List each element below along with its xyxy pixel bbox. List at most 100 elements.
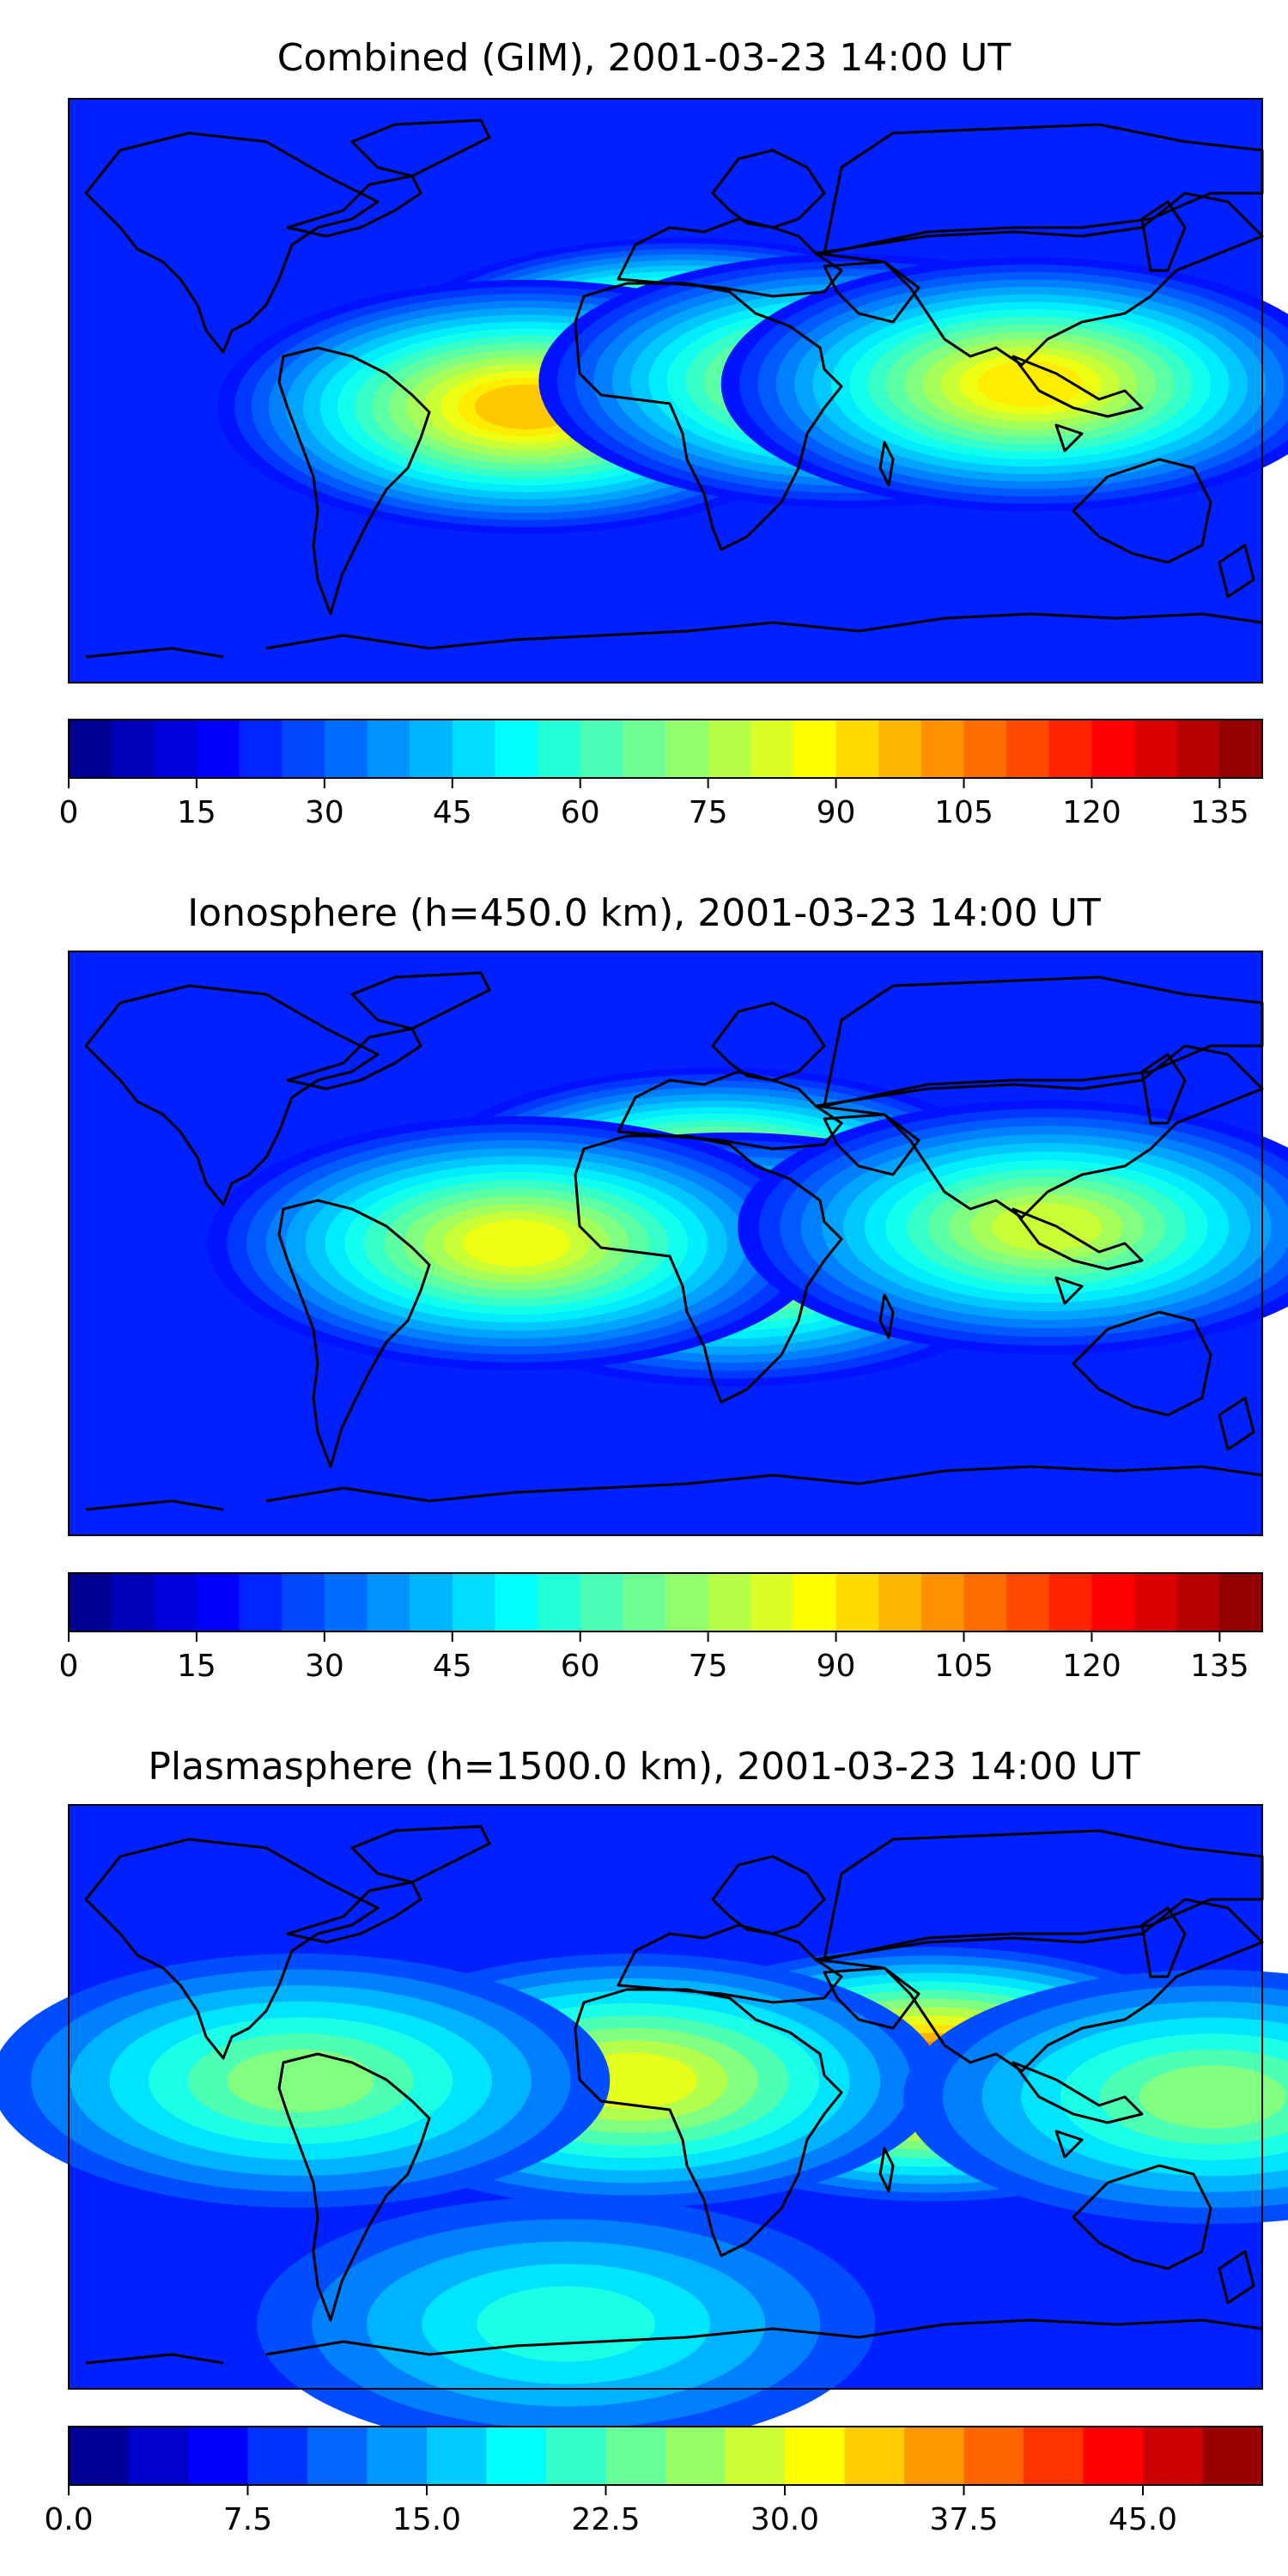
coastlines [84, 971, 1264, 1511]
colorbar-tick-label: 105 [934, 795, 993, 830]
map-frame [68, 951, 1263, 1536]
colorbar-cell [538, 1573, 581, 1631]
colorbar-cell [538, 720, 581, 778]
colorbar-cell [1091, 720, 1135, 778]
colorbar-cell [1134, 720, 1178, 778]
field-contour-3-14 [977, 361, 1084, 408]
colorbar-tick-label: 60 [561, 795, 600, 830]
map-area [68, 951, 1288, 1536]
map-area [0, 1804, 1288, 2451]
colorbar-cell [282, 1573, 325, 1631]
panel-title: Plasmasphere (h=1500.0 km), 2001-03-23 1… [148, 1745, 1139, 1789]
map-frame [68, 98, 1263, 683]
colorbar-cell [878, 720, 922, 778]
colorbar: 0 15 30 45 60 75 90 105 120 135 [59, 719, 1263, 830]
colorbar-cell [128, 2427, 189, 2485]
colorbar-tick-label: 120 [1062, 1649, 1121, 1684]
colorbar-cell [1143, 2427, 1204, 2485]
map-frame [68, 1804, 1263, 2390]
colorbar-cell [1083, 2427, 1144, 2485]
colorbar-cell [750, 720, 794, 778]
colorbar-cell [963, 1573, 1007, 1631]
colorbar-cells [69, 2427, 1263, 2485]
colorbar-cell [239, 720, 283, 778]
colorbar-cell [546, 2427, 607, 2485]
colorbar-cell [1048, 720, 1093, 778]
colorbar-cell [282, 720, 325, 778]
panel-plasmasphere: Plasmasphere (h=1500.0 km), 2001-03-23 1… [0, 1745, 1288, 2537]
colorbar-cell [920, 1573, 965, 1631]
colorbar-cell [1219, 720, 1263, 778]
colorbar-cell [427, 2427, 488, 2485]
colorbar-tick-label: 15.0 [392, 2502, 461, 2537]
colorbar-cell [963, 2427, 1024, 2485]
colorbar-tick-label: 105 [934, 1649, 993, 1684]
colorbar-cell [708, 720, 751, 778]
colorbar-tick-label: 0.0 [44, 2502, 93, 2537]
colorbar: 0 15 30 45 60 75 90 105 120 135 [59, 1572, 1263, 1684]
colorbar-tick-label: 90 [817, 795, 856, 830]
colorbar-frame [68, 1572, 1263, 1632]
colorbar-cell [1006, 720, 1050, 778]
colorbar-cell [878, 1573, 922, 1631]
colorbar-tick-label: 90 [817, 1649, 856, 1684]
colorbar-cells [69, 720, 1263, 778]
field-contour-2-6 [227, 2049, 374, 2112]
colorbar-cell [69, 2427, 130, 2485]
colorbar-cell [835, 1573, 879, 1631]
colorbar-tick-label: 120 [1062, 795, 1121, 830]
colorbar-cell [793, 1573, 837, 1631]
colorbar-cell [1091, 1573, 1135, 1631]
colorbar-cell [1202, 2427, 1263, 2485]
colorbar-tick-label: 135 [1190, 795, 1249, 830]
colorbar-tick-label: 15 [177, 1649, 216, 1684]
colorbar-tick-label: 30 [305, 1649, 344, 1684]
map-area [68, 98, 1288, 683]
colorbar-cell [750, 1573, 794, 1631]
colorbar-cell [708, 1573, 751, 1631]
colorbar-cell [835, 720, 879, 778]
colorbar-tick-label: 75 [689, 1649, 728, 1684]
colorbar-tick-label: 0 [59, 795, 79, 830]
colorbar-cell [154, 720, 197, 778]
colorbar-cell [486, 2427, 547, 2485]
colorbar-cell [665, 1573, 709, 1631]
colorbar-ticks: 0.0 7.5 15.0 22.5 30.0 37.5 45.0 [44, 2485, 1177, 2537]
colorbar-cell [495, 720, 538, 778]
colorbar-cell [367, 1573, 410, 1631]
field-contour-2-13 [462, 1219, 571, 1267]
colorbar-cell [1176, 1573, 1220, 1631]
colorbar-cell [111, 720, 155, 778]
colorbar-cell [1006, 1573, 1050, 1631]
colorbar-tick-label: 0 [59, 1649, 79, 1684]
panel-title: Ionosphere (h=450.0 km), 2001-03-23 14:0… [187, 891, 1101, 935]
panel-ionosphere: Ionosphere (h=450.0 km), 2001-03-23 14:0… [59, 891, 1288, 1684]
colorbar-cell [1176, 720, 1220, 778]
colorbar-cell [69, 1573, 112, 1631]
colorbar-cell [1024, 2427, 1084, 2485]
colorbar-cell [605, 2427, 666, 2485]
colorbar-tick-label: 135 [1190, 1649, 1249, 1684]
field-layer [0, 1947, 1288, 2451]
colorbar-cell [1048, 1573, 1093, 1631]
colorbar-cell [410, 1573, 453, 1631]
colorbar-cell [1134, 1573, 1178, 1631]
panel-title: Combined (GIM), 2001-03-23 14:00 UT [277, 36, 1012, 80]
colorbar-cell [793, 720, 837, 778]
colorbar-cell [307, 2427, 368, 2485]
colorbar-cell [410, 720, 453, 778]
colorbar-cell [196, 720, 240, 778]
colorbar-cells [69, 1573, 1263, 1631]
colorbar-tick-label: 22.5 [571, 2502, 640, 2537]
colorbar-cell [1219, 1573, 1263, 1631]
colorbar-tick-label: 30 [305, 795, 344, 830]
colorbar-tick-label: 75 [689, 795, 728, 830]
colorbar-ticks: 0 15 30 45 60 75 90 105 120 135 [59, 778, 1249, 830]
colorbar-cell [665, 720, 709, 778]
colorbar-cell [111, 1573, 155, 1631]
colorbar-cell [247, 2427, 308, 2485]
colorbar-cell [452, 720, 496, 778]
colorbar-cell [785, 2427, 846, 2485]
colorbar-cell [239, 1573, 283, 1631]
